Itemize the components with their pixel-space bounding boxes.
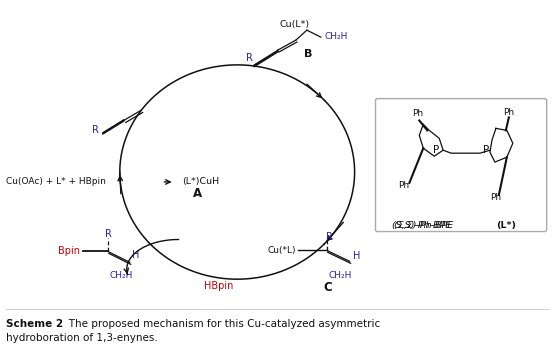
Text: H: H [132,250,139,260]
Text: Ph: Ph [412,109,423,118]
Text: Scheme 2: Scheme 2 [6,319,63,329]
Text: (Σ,Σ)-Ph-BPE: (Σ,Σ)-Ph-BPE [394,221,457,230]
Text: P: P [433,145,439,155]
Text: (L*)CuH: (L*)CuH [182,177,219,187]
Text: Cu(OAc) + L* + HBpin: Cu(OAc) + L* + HBpin [6,177,106,187]
Text: C: C [324,281,332,294]
Text: (S,S)-Ph-BPE: (S,S)-Ph-BPE [393,221,455,230]
Text: Ph: Ph [504,108,515,117]
Text: R: R [326,232,333,241]
Text: (L*): (L*) [496,221,516,230]
Text: P: P [483,145,489,155]
Text: Cu(L*): Cu(L*) [280,20,310,29]
Text: R: R [246,53,252,63]
FancyBboxPatch shape [375,99,546,232]
Text: B: B [304,49,312,59]
Text: The proposed mechanism for this Cu-catalyzed asymmetric: The proposed mechanism for this Cu-catal… [59,319,380,329]
Text: Cu(*L): Cu(*L) [267,246,296,255]
Text: CH₂H: CH₂H [109,271,133,280]
Text: Ph: Ph [398,181,409,190]
Text: Bpin: Bpin [58,246,80,256]
Text: hydroboration of 1,3-enynes.: hydroboration of 1,3-enynes. [6,333,158,343]
Text: CH₂H: CH₂H [324,32,348,40]
Text: HBpin: HBpin [204,281,233,291]
Text: A: A [193,187,202,200]
Text: CH₂H: CH₂H [328,271,351,280]
Text: Ph: Ph [490,193,501,202]
Text: R: R [92,125,99,136]
Text: R: R [105,228,113,239]
Text: H: H [353,251,360,262]
